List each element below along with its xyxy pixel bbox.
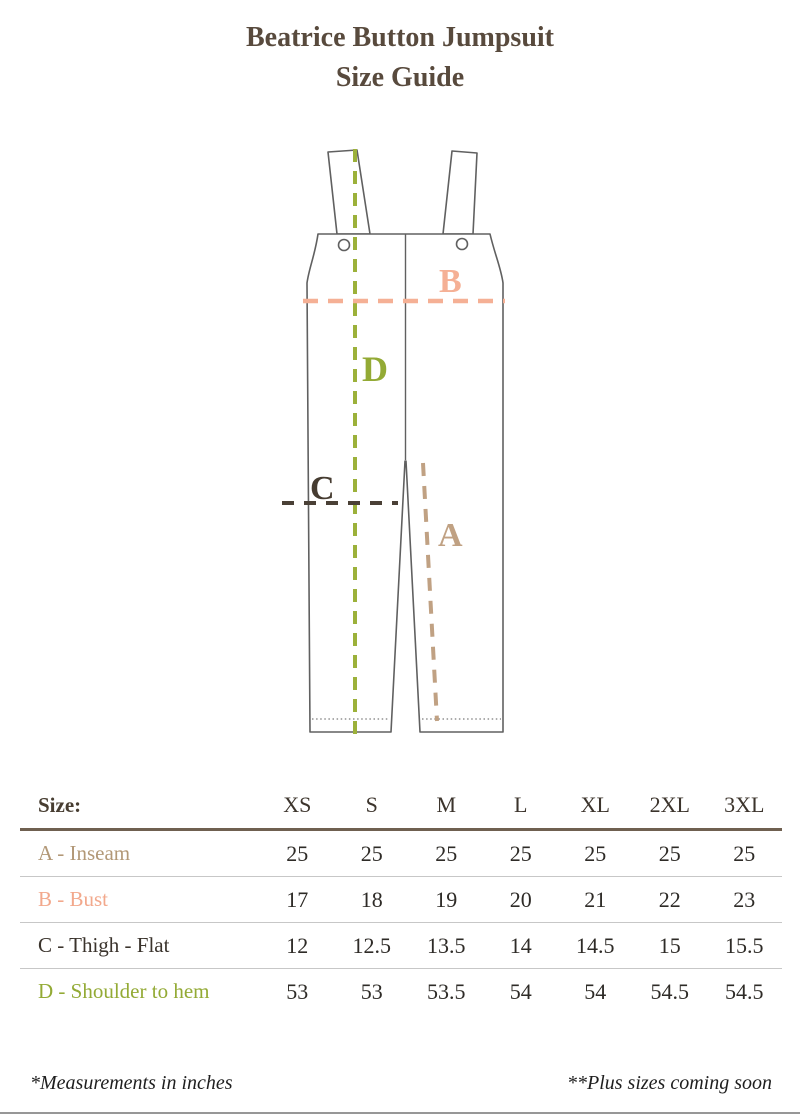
size-header-label: Size:: [38, 792, 82, 817]
thigh-xl: 14.5: [576, 932, 615, 958]
col-header-2xl: 2XL: [649, 792, 690, 817]
footnote-plus-sizes: **Plus sizes coming soon: [567, 1072, 772, 1094]
size-table-header: Size: XS S M L XL 2XL 3XL: [20, 782, 782, 831]
shoulderhem-l: 54: [509, 978, 532, 1004]
row-label-bust: B - Bust: [38, 887, 109, 911]
label-d: D: [362, 349, 388, 389]
label-c: C: [310, 470, 335, 507]
label-b: B: [439, 263, 462, 300]
thigh-s: 12.5: [352, 932, 392, 958]
label-a: A: [438, 517, 463, 554]
thigh-3xl: 15.5: [725, 932, 764, 958]
row-label-shoulder-hem: D - Shoulder to hem: [38, 979, 210, 1003]
inseam-3xl: 25: [733, 840, 756, 866]
col-header-m: M: [436, 792, 457, 817]
col-header-3xl: 3XL: [724, 792, 765, 817]
table-row-inseam: A - Inseam 25 25 25 25 25 25 25: [20, 831, 782, 876]
shoulderhem-s: 53: [360, 978, 383, 1004]
bust-xl: 21: [584, 886, 607, 912]
page-title-line1: Beatrice Button Jumpsuit: [246, 22, 554, 53]
col-header-s: S: [365, 792, 378, 817]
thigh-m: 13.5: [427, 932, 466, 958]
page-title-line2: Size Guide: [335, 62, 465, 93]
right-strap: [442, 150, 478, 235]
inseam-xs: 25: [286, 840, 309, 866]
inseam-2xl: 25: [658, 840, 681, 866]
inseam-s: 25: [360, 840, 383, 866]
table-row-shoulder-hem: D - Shoulder to hem 53 53 53.5 54 54 54.…: [20, 968, 782, 1014]
thigh-l: 14: [509, 932, 532, 958]
bust-xs: 17: [286, 886, 309, 912]
inseam-m: 25: [435, 840, 458, 866]
shoulderhem-m: 53.5: [427, 978, 466, 1004]
inseam-xl: 25: [584, 840, 607, 866]
shoulderhem-xl: 54: [584, 978, 607, 1004]
shoulderhem-2xl: 54.5: [650, 978, 690, 1004]
bust-m: 19: [435, 886, 458, 912]
shoulderhem-xs: 53: [286, 978, 309, 1004]
row-label-inseam: A - Inseam: [38, 841, 131, 865]
bust-2xl: 22: [658, 886, 681, 912]
left-strap: [327, 149, 371, 235]
left-button: [337, 238, 351, 252]
row-label-thigh: C - Thigh - Flat: [38, 933, 170, 957]
shoulderhem-3xl: 54.5: [725, 978, 764, 1004]
col-header-xl: XL: [580, 792, 610, 817]
bust-s: 18: [360, 886, 383, 912]
inseam-l: 25: [509, 840, 532, 866]
thigh-xs: 12: [286, 932, 309, 958]
table-row-bust: B - Bust 17 18 19 20 21 22 23: [20, 876, 782, 922]
bust-3xl: 23: [733, 886, 756, 912]
col-header-xs: XS: [283, 792, 312, 817]
footnote-measurements: *Measurements in inches: [30, 1072, 233, 1094]
bottom-divider: [0, 1112, 800, 1114]
size-table: Size: XS S M L XL 2XL 3XL A - Inseam 25 …: [20, 782, 782, 1014]
col-header-l: L: [514, 792, 528, 817]
right-button: [455, 237, 469, 251]
jumpsuit-diagram: B D C A: [282, 149, 505, 734]
bust-l: 20: [509, 886, 532, 912]
table-row-thigh: C - Thigh - Flat 12 12.5 13.5 14 14.5 15…: [20, 922, 782, 968]
inseam-line: [421, 462, 439, 722]
thigh-2xl: 15: [658, 932, 681, 958]
page-title: Beatrice Button Jumpsuit Size Guide: [0, 18, 800, 98]
